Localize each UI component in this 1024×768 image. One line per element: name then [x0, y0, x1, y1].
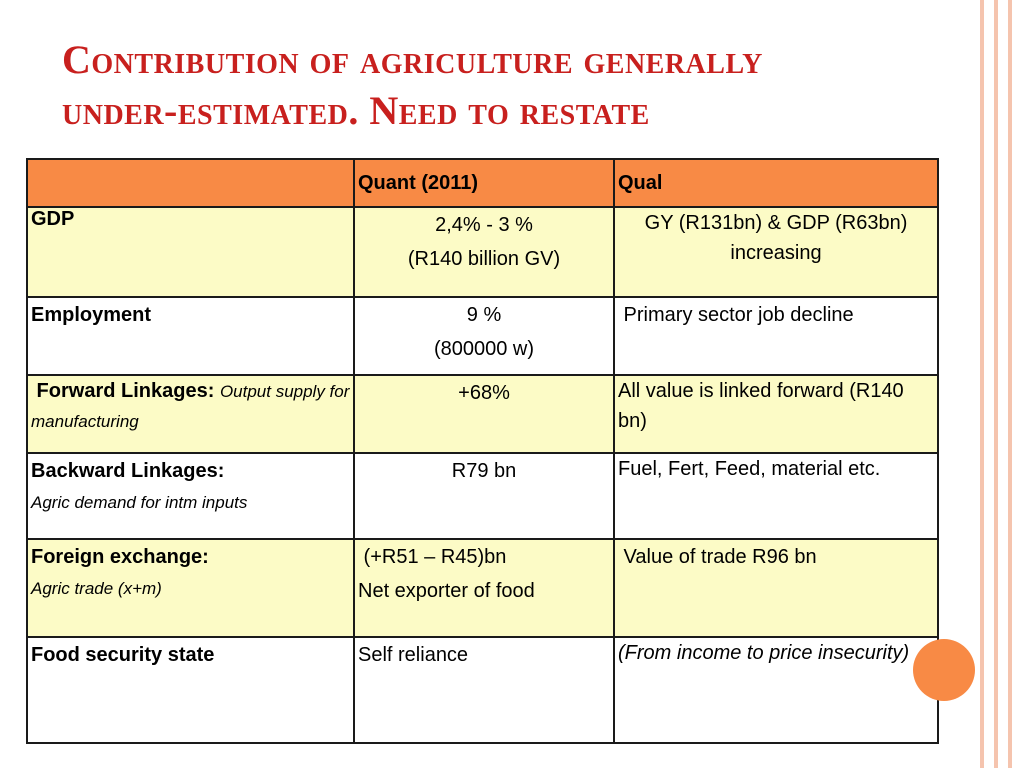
- qual-text: Primary sector job decline: [618, 304, 854, 326]
- row-label: Foreign exchange: Agric trade (x+m): [26, 538, 355, 638]
- qual-cell: Fuel, Fert, Feed, material etc.: [613, 452, 939, 540]
- qual-text: All value is linked forward (R140 bn): [618, 380, 904, 432]
- label-subtext: Agric demand for intm inputs: [31, 493, 248, 512]
- quant-line: +68%: [458, 382, 510, 404]
- table-row-backward-linkages: Backward Linkages: Agric demand for intm…: [26, 452, 939, 540]
- table-header-row: Quant (2011) Qual: [26, 158, 939, 208]
- contribution-table: Quant (2011) Qual GDP 2,4% - 3 % (R140 b…: [26, 158, 939, 744]
- label-subtext: Output supply for manufacturing: [31, 382, 350, 431]
- header-cell-empty: [26, 158, 355, 208]
- stripe: [980, 0, 984, 768]
- qual-text: GY (R131bn) & GDP (R63bn) increasing: [644, 212, 908, 264]
- decorative-stripes: [980, 0, 1024, 768]
- quant-cell: +68%: [353, 374, 615, 454]
- qual-cell: All value is linked forward (R140 bn): [613, 374, 939, 454]
- stripe: [994, 0, 998, 768]
- qual-text: (From income to price insecurity): [618, 642, 910, 664]
- label-bold: Backward Linkages:: [31, 460, 225, 482]
- quant-line: 9 %: [466, 304, 502, 326]
- table-row-foreign-exchange: Foreign exchange: Agric trade (x+m) (+R5…: [26, 538, 939, 638]
- title-line-2: under-estimated. Need to restate: [62, 88, 650, 133]
- stripe: [1008, 0, 1012, 768]
- header-quant: Quant (2011): [353, 158, 615, 208]
- qual-text: Fuel, Fert, Feed, material etc.: [618, 458, 881, 480]
- row-label: GDP: [26, 206, 355, 298]
- row-label-text: Forward Linkages: Output supply for manu…: [31, 376, 350, 436]
- quant-line: (+R51 – R45)bn: [358, 546, 507, 568]
- table-row-employment: Employment 9 % (800000 w) Primary sector…: [26, 296, 939, 376]
- table-row-food-security: Food security state Self reliance (From …: [26, 636, 939, 744]
- quant-cell: Self reliance: [353, 636, 615, 744]
- qual-cell: GY (R131bn) & GDP (R63bn) increasing: [613, 206, 939, 298]
- table-row-forward-linkages: Forward Linkages: Output supply for manu…: [26, 374, 939, 454]
- row-label: Backward Linkages: Agric demand for intm…: [26, 452, 355, 540]
- table-row-gdp: GDP 2,4% - 3 % (R140 billion GV) GY (R13…: [26, 206, 939, 298]
- qual-cell: Value of trade R96 bn: [613, 538, 939, 638]
- row-label: Forward Linkages: Output supply for manu…: [26, 374, 355, 454]
- title-line-1: Contribution of agriculture generally: [62, 37, 763, 82]
- row-label-text: Food security state: [31, 644, 215, 666]
- qual-cell: Primary sector job decline: [613, 296, 939, 376]
- quant-line: R79 bn: [451, 460, 517, 482]
- quant-line: 2,4% - 3 %: [435, 214, 533, 236]
- row-label: Employment: [26, 296, 355, 376]
- quant-cell: 2,4% - 3 % (R140 billion GV): [353, 206, 615, 298]
- row-label-text: Employment: [31, 304, 152, 326]
- qual-cell: (From income to price insecurity): [613, 636, 939, 744]
- quant-line: Net exporter of food: [358, 580, 535, 602]
- quant-line: (800000 w): [433, 338, 535, 360]
- quant-cell: (+R51 – R45)bn Net exporter of food: [353, 538, 615, 638]
- slide-title: Contribution of agriculture generally un…: [62, 34, 942, 136]
- label-subtext: Agric trade (x+m): [31, 579, 162, 598]
- quant-cell: R79 bn: [353, 452, 615, 540]
- quant-line: Self reliance: [358, 644, 469, 666]
- quant-cell: 9 % (800000 w): [353, 296, 615, 376]
- label-bold: Foreign exchange:: [31, 546, 209, 568]
- label-bold: Forward Linkages:: [31, 380, 220, 402]
- header-qual: Qual: [613, 158, 939, 208]
- qual-text: Value of trade R96 bn: [618, 546, 817, 568]
- quant-line: (R140 billion GV): [407, 248, 561, 270]
- row-label: Food security state: [26, 636, 355, 744]
- decorative-orange-circle: [913, 639, 975, 701]
